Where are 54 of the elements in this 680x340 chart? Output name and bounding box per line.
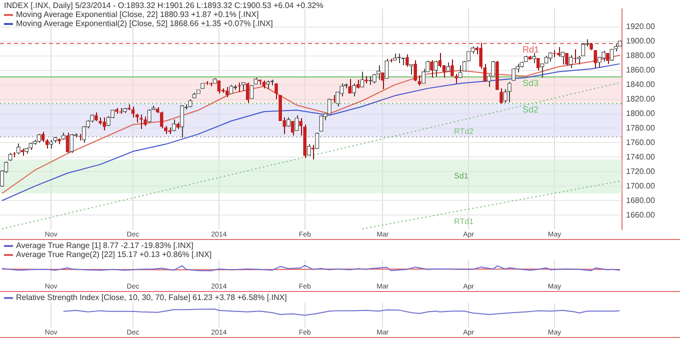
candlestick (102, 116, 106, 131)
candlestick (66, 132, 70, 154)
legend-label: Moving Average Exponential(2) [Close, 52] 1868.66 +1.35 +0.07% [.INX] (16, 19, 273, 28)
candlestick (238, 82, 242, 93)
y-tick-label: 1760.00 (626, 138, 656, 147)
series-label: RTd2 (454, 127, 474, 136)
y-tick-label: 1900.00 (626, 36, 656, 46)
y-tick-label: 1700.00 (626, 181, 656, 190)
y-tick-label: 1720.00 (626, 166, 656, 176)
y-tick-label: 1840.00 (626, 80, 656, 90)
candlestick (573, 48, 577, 64)
y-tick-label: 1860.00 (626, 66, 656, 75)
candlestick (536, 58, 540, 71)
candlestick (144, 116, 147, 127)
legend-label: Moving Average Exponential [Close, 22] 1880.93 +1.87 +0.1% [.INX] (16, 10, 259, 19)
candlestick (430, 60, 434, 78)
candlestick (438, 52, 442, 68)
chart-title: INDEX [.INX, Daily] 5/23/2014 - O:1893.32 H:1901.26 L:1893.32 C:1900.53 +6.04 +0.32% (4, 1, 324, 10)
candlestick (368, 76, 372, 86)
candlestick (594, 50, 598, 69)
candlestick (290, 120, 294, 136)
legend-label: Relative Strength Index [Close, 10, 30, 70, False] 61.23 +3.78 +6.58% [.INX] (16, 293, 287, 302)
y-tick-label: 1660.00 (626, 210, 656, 220)
candlestick (454, 73, 458, 84)
candlestick (140, 114, 143, 130)
series-label: RTd1 (454, 217, 474, 226)
candlestick (41, 131, 45, 143)
candlestick (565, 52, 568, 66)
candlestick (225, 86, 229, 98)
candlestick (406, 54, 409, 68)
y-tick-label: 1880.00 (626, 51, 656, 60)
y-tick-label: 1820.00 (626, 94, 656, 104)
band-label: Sd1 (454, 172, 469, 181)
legend-label: Average True Range [1] 8.77 -2.17 -19.83% [.INX] (16, 241, 194, 250)
candlestick (307, 144, 311, 156)
y-tick-label: 1740.00 (626, 152, 656, 162)
candlestick (380, 72, 384, 90)
ref-line-label: Sd3 (522, 78, 538, 88)
y-tick-label: 1680.00 (626, 196, 656, 205)
candlestick (418, 74, 422, 86)
y-tick-label: 1780.00 (626, 123, 656, 132)
candlestick (160, 111, 164, 129)
y-tick-label: 1800.00 (626, 108, 656, 118)
candlestick (348, 78, 352, 94)
ref-line-label: Sd2 (522, 104, 538, 115)
y-tick-label: 1920.00 (626, 22, 656, 32)
legend-label: Average True Range(2) [22] 15.17 +0.13 +0.86% [.INX] (16, 250, 212, 259)
candlestick (246, 82, 250, 104)
candlestick (500, 88, 503, 104)
candlestick (414, 60, 417, 82)
candlestick (131, 106, 135, 118)
candlestick (217, 80, 221, 94)
candlestick (450, 58, 454, 77)
ref-line-label: Rd1 (522, 44, 539, 55)
